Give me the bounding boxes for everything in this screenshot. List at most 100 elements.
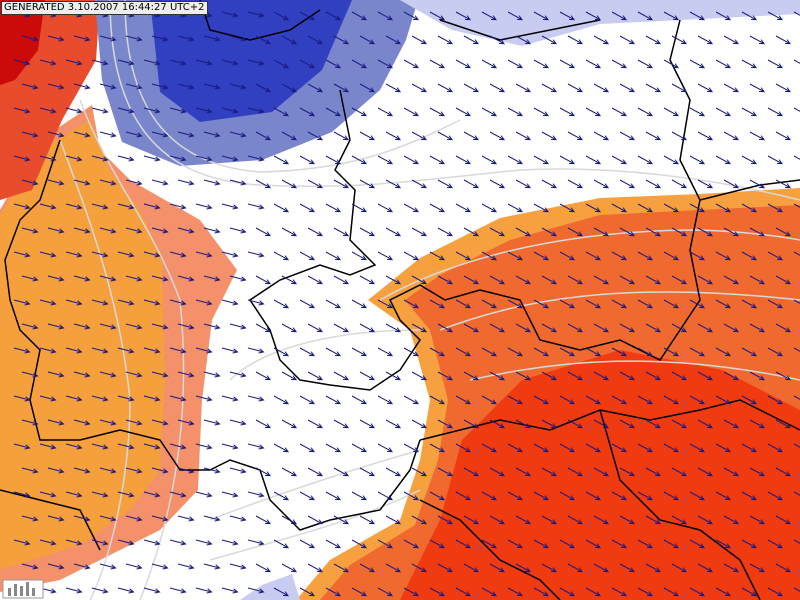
wind-arrow [775, 563, 792, 573]
wind-arrow [671, 35, 688, 45]
wind-arrow [541, 275, 558, 285]
wind-arrow [299, 59, 316, 69]
wind-arrow [91, 203, 109, 210]
wind-arrow [593, 35, 610, 45]
wind-arrow [47, 467, 65, 474]
wind-arrow [177, 179, 195, 186]
wind-arrow [515, 83, 532, 93]
wind-arrow [333, 563, 350, 573]
wind-arrow [411, 131, 428, 141]
wind-arrow [99, 131, 117, 138]
wind-arrow [619, 323, 636, 333]
wind-arrow [325, 539, 342, 549]
wind-arrow [281, 515, 298, 525]
wind-arrow [715, 539, 732, 549]
warm-region [0, 120, 165, 570]
wind-arrow [169, 491, 187, 498]
wind-arrow [359, 323, 376, 333]
wind-arrow [403, 587, 420, 597]
wind-arrow [325, 299, 342, 309]
wind-arrow [203, 467, 221, 474]
wind-arrow [455, 587, 472, 597]
wind-arrow [793, 155, 800, 160]
wind-arrow [273, 539, 290, 549]
wind-arrow [255, 515, 272, 525]
wind-arrow [559, 587, 576, 597]
wind-arrow [715, 107, 732, 117]
wind-arrow [663, 251, 680, 261]
wind-arrow [65, 107, 83, 114]
wind-arrow [533, 587, 550, 597]
wind-arrow [99, 563, 117, 570]
wind-arrow [723, 35, 740, 45]
wind-arrow [125, 323, 143, 330]
wind-arrow [91, 155, 109, 162]
wind-arrow [515, 227, 532, 237]
wind-arrow [775, 371, 792, 381]
wind-arrow [567, 83, 584, 93]
wind-arrow [273, 59, 290, 69]
wind-arrow [195, 347, 213, 354]
wind-arrow [689, 539, 706, 549]
wind-arrow [247, 59, 265, 66]
wind-arrow [567, 35, 584, 45]
wind-arrow [39, 59, 57, 66]
wind-arrow [723, 563, 740, 573]
wind-arrow [47, 371, 65, 378]
wind-arrow [73, 179, 91, 186]
wind-arrow [481, 11, 498, 21]
wind-arrow [281, 419, 298, 429]
wind-arrow [21, 83, 39, 90]
wind-arrow [619, 467, 636, 477]
wind-arrow [463, 227, 480, 237]
wind-arrow [567, 275, 584, 285]
wind-arrow [99, 419, 117, 426]
wind-arrow [13, 155, 31, 162]
wind-arrow [507, 347, 524, 357]
wind-arrow [21, 131, 39, 138]
wind-arrow [203, 371, 221, 378]
wind-arrow [463, 467, 480, 477]
wind-arrow [767, 587, 784, 597]
wind-arrow [151, 83, 169, 90]
wind-arrow [299, 443, 316, 453]
wind-arrow [585, 203, 602, 213]
wind-arrow [47, 419, 65, 426]
wind-arrow [143, 395, 161, 402]
wind-arrow [741, 107, 758, 117]
wind-arrow [117, 251, 135, 258]
wind-arrow [281, 371, 298, 381]
wind-arrow [619, 275, 636, 285]
wind-arrow [143, 107, 161, 114]
wind-arrow [299, 155, 316, 165]
wind-arrow [541, 83, 558, 93]
wind-arrow [169, 155, 187, 162]
wind-arrow [663, 443, 680, 453]
wind-arrow [13, 107, 31, 114]
wind-arrow [689, 299, 706, 309]
wind-arrow [325, 347, 342, 357]
wind-arrow [637, 59, 654, 69]
wind-arrow [585, 299, 602, 309]
wind-arrow [489, 467, 506, 477]
wind-arrow [351, 443, 368, 453]
wind-arrow [229, 179, 247, 186]
wind-arrow [645, 275, 662, 285]
wind-arrow [715, 11, 732, 21]
wind-arrow [151, 275, 169, 282]
wind-arrow [377, 395, 394, 405]
wind-arrow [437, 83, 454, 93]
wind-arrow [359, 563, 376, 573]
wind-arrow [437, 371, 454, 381]
wind-arrow [619, 227, 636, 237]
wind-arrow [247, 11, 265, 18]
wind-arrow [671, 419, 688, 429]
wind-arrow [125, 35, 143, 42]
wind-arrow [429, 443, 446, 453]
wind-arrow [567, 515, 584, 525]
wind-arrow [437, 419, 454, 429]
wind-arrow [117, 107, 135, 114]
wind-arrow [169, 347, 187, 354]
